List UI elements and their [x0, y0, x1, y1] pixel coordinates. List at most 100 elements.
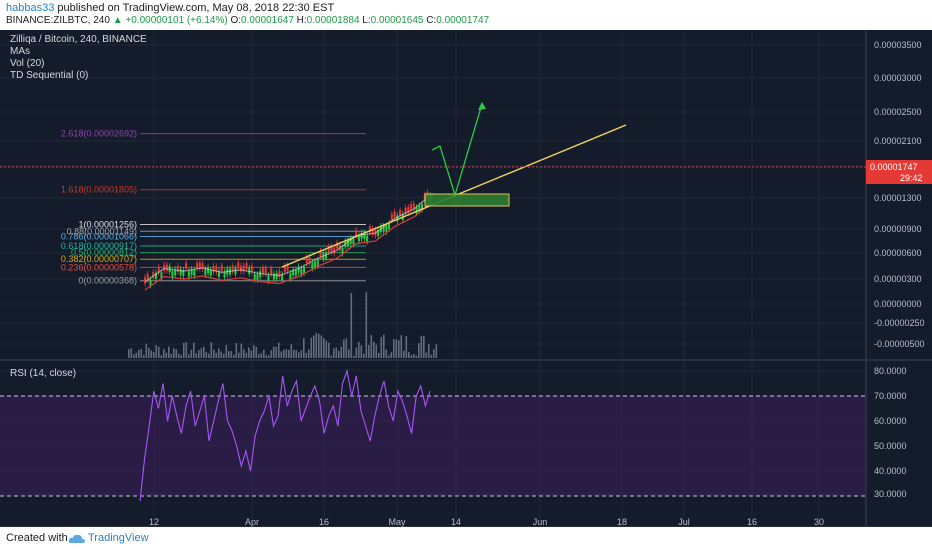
volume-bar	[315, 332, 318, 358]
rsi-axis-ticks: 80.0000 70.0000 60.0000 50.0000 40.0000 30.00…	[874, 366, 907, 499]
rsi-line	[139, 368, 431, 502]
volume-bar	[435, 344, 438, 358]
volume-bar	[403, 350, 405, 358]
price-tick-label: 0.00003500	[874, 40, 922, 50]
legend-vol[interactable]: Vol (20)	[10, 58, 45, 69]
candle-body	[209, 269, 212, 276]
volume-bar	[190, 349, 193, 358]
volume-bar	[425, 352, 428, 358]
candle-body	[237, 262, 240, 269]
candle-body	[330, 246, 333, 253]
author-link[interactable]: habbas33	[6, 2, 55, 14]
candle-body	[190, 269, 193, 276]
volume-bar	[130, 348, 133, 358]
candle-body	[275, 272, 278, 279]
candle-body	[415, 207, 418, 214]
change-value: +0.00000101 (+6.14%)	[125, 15, 228, 26]
support-zone	[424, 193, 510, 207]
legend-mas[interactable]: MAs	[10, 46, 30, 57]
candle-body	[196, 262, 199, 269]
chart-area[interactable]: 0.00003500 0.00003000 0.00002500 0.00002100…	[0, 30, 932, 528]
volume-bar	[228, 351, 230, 358]
volume-bar	[145, 343, 148, 358]
volume-bar	[243, 349, 245, 358]
projection-path	[431, 103, 483, 198]
volume-bar	[400, 335, 403, 358]
volume-bar	[155, 345, 158, 358]
volume-bar	[198, 350, 200, 358]
candle-body	[388, 222, 391, 229]
legend-td[interactable]: TD Sequential (0)	[10, 70, 89, 81]
legend-title[interactable]: Zilliqa / Bitcoin, 240, BINANCE	[10, 34, 147, 45]
time-tick-label: Apr	[245, 517, 259, 527]
price-tick-label: 0.00000000	[874, 299, 922, 309]
volume-bar	[140, 348, 143, 358]
candle-body	[289, 272, 292, 279]
price-tick-label: 0.00001300	[874, 193, 922, 203]
fib-level-label: 0.5(0.00000812)	[71, 248, 137, 258]
volume-bar	[275, 346, 278, 358]
ohlc-h: 0.00001884	[306, 15, 360, 26]
volume-bar	[353, 355, 355, 358]
time-tick-label: Jul	[678, 517, 690, 527]
candle-body	[218, 270, 221, 277]
tradingview-link[interactable]: TradingView	[88, 532, 149, 544]
created-with-label: Created with	[6, 532, 68, 544]
volume-bar	[410, 355, 413, 358]
fib-level-label: 0.786(0.00001066)	[61, 232, 137, 242]
volume-bar	[230, 351, 233, 358]
volume-bar	[420, 336, 423, 358]
fib-level-label: 0.236(0.00000578)	[61, 262, 137, 272]
footer: Created with TradingView	[0, 527, 932, 550]
volume-bar	[305, 352, 308, 358]
candle-body	[281, 274, 284, 281]
ohlc-c: 0.00001747	[436, 15, 490, 26]
volume-bar	[303, 338, 305, 358]
candle-body	[382, 225, 385, 232]
volume-bar	[335, 347, 338, 358]
candle-body	[272, 273, 275, 280]
candle-body	[346, 240, 349, 247]
volume-bar	[343, 339, 345, 358]
volume-bar	[160, 354, 163, 358]
volume-bar	[273, 346, 275, 358]
rsi-tick-label: 40.0000	[874, 466, 907, 476]
volume-bar	[258, 354, 260, 358]
candle-body	[352, 238, 355, 245]
volume-bar	[225, 345, 228, 358]
volume-bar	[373, 341, 375, 358]
candle-body	[303, 267, 306, 274]
legend-rsi[interactable]: RSI (14, close)	[10, 368, 77, 379]
candle-body	[371, 228, 374, 235]
volume-bar	[150, 350, 153, 358]
price-tick-label: -0.00000250	[874, 318, 925, 328]
volume-bar	[393, 339, 395, 358]
volume-bar	[390, 352, 393, 358]
candle-body	[149, 279, 152, 286]
candle-body	[174, 269, 177, 276]
candle-body	[319, 250, 322, 257]
fib-level-label: 0.618(0.00000917)	[61, 241, 137, 251]
volume-bar	[173, 348, 175, 358]
candle-body	[193, 269, 196, 276]
volume-bar	[245, 352, 248, 358]
candle-body	[355, 230, 358, 237]
volume-bar	[215, 352, 218, 358]
candle-body	[377, 229, 380, 236]
volume-bar	[323, 338, 325, 358]
volume-bar	[383, 334, 385, 358]
volume-bar	[235, 343, 238, 358]
volume-bar	[178, 353, 180, 358]
volume-bar	[328, 342, 330, 358]
volume-bar	[428, 344, 430, 358]
volume-bar	[255, 346, 258, 358]
publish-line: habbas33 published on TradingView.com, M…	[6, 2, 334, 14]
volume-bar	[158, 346, 160, 358]
chart-svg[interactable]: 0.00003500 0.00003000 0.00002500 0.00002100…	[0, 30, 932, 528]
time-tick-label: 30	[814, 517, 824, 527]
volume-bar	[268, 355, 270, 358]
candle-body	[146, 274, 149, 281]
volume-bar	[205, 352, 208, 358]
candle-body	[220, 265, 223, 272]
